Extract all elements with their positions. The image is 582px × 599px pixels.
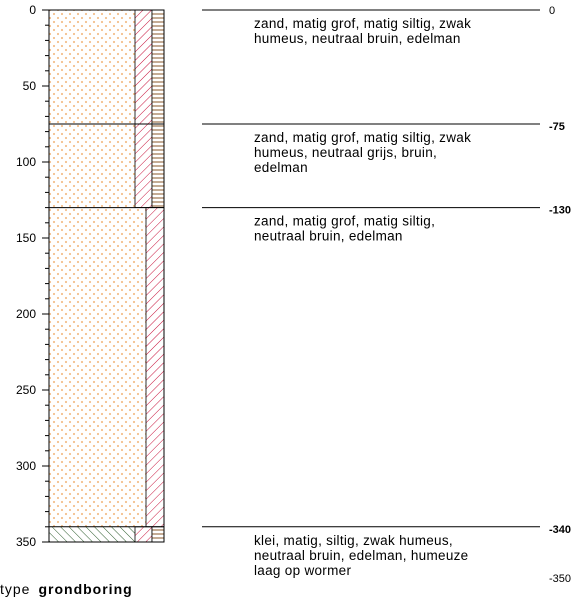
description-line: zand, matig grof, matig siltig, zwak bbox=[254, 130, 471, 145]
boring-column bbox=[48, 9, 165, 543]
humus-strip bbox=[151, 9, 165, 125]
depth-tick-label: 350 bbox=[16, 535, 36, 549]
description-line: humeus, neutraal bruin, edelman bbox=[254, 31, 461, 46]
layer-description-2: -75 zand, matig grof, matig siltig, zwakh… bbox=[202, 121, 565, 175]
depth-tick-label: 200 bbox=[16, 307, 36, 321]
boring-type: type grondboring bbox=[0, 581, 133, 597]
depth-axis: 0 50 100 150 200 250 300 350 bbox=[16, 3, 50, 549]
description-line: laag op wormer bbox=[254, 563, 351, 578]
layer-4 bbox=[49, 526, 165, 543]
end-depth-label: -350 bbox=[549, 573, 571, 585]
silt-strip bbox=[134, 9, 153, 125]
depth-tick-label: 250 bbox=[16, 383, 36, 397]
layer-description-4: -340 klei, matig, siltig, zwak humeus,neu… bbox=[202, 524, 571, 578]
layer-description-3: -130 zand, matig grof, matig siltig,neutr… bbox=[202, 205, 571, 244]
description-line: zand, matig grof, matig siltig, zwak bbox=[254, 16, 471, 31]
silt-strip bbox=[145, 207, 165, 528]
depth-tick-label: 50 bbox=[23, 79, 37, 93]
humus-strip bbox=[151, 526, 165, 543]
clay-fill bbox=[49, 526, 135, 542]
layer-2 bbox=[49, 123, 165, 208]
boundary-depth-label: -340 bbox=[549, 524, 571, 536]
type-label: type bbox=[0, 581, 31, 597]
description-line: neutraal bruin, edelman, humeuze bbox=[254, 548, 468, 563]
depth-tick-label: 300 bbox=[16, 459, 36, 473]
type-value: grondboring bbox=[38, 581, 133, 597]
layer-3 bbox=[49, 207, 165, 528]
silt-strip bbox=[134, 526, 153, 543]
boundary-depth-label: 0 bbox=[549, 5, 555, 17]
description-line: klei, matig, siltig, zwak humeus, bbox=[254, 533, 453, 548]
boundary-depth-label: -75 bbox=[549, 121, 565, 133]
humus-strip bbox=[151, 123, 165, 208]
boundary-depth-label: -130 bbox=[549, 205, 571, 217]
silt-strip bbox=[134, 123, 153, 208]
layer-description-1: 0 zand, matig grof, matig siltig, zwakhum… bbox=[202, 5, 555, 46]
sand-fill bbox=[49, 207, 164, 527]
depth-tick-label: 0 bbox=[29, 3, 36, 17]
description-line: edelman bbox=[254, 160, 308, 175]
layer-1 bbox=[49, 9, 165, 125]
depth-tick-label: 150 bbox=[16, 231, 36, 245]
depth-tick-label: 100 bbox=[16, 155, 36, 169]
description-line: humeus, neutraal grijs, bruin, bbox=[254, 145, 437, 160]
description-line: zand, matig grof, matig siltig, bbox=[254, 214, 435, 229]
description-line: neutraal bruin, edelman bbox=[254, 229, 403, 244]
